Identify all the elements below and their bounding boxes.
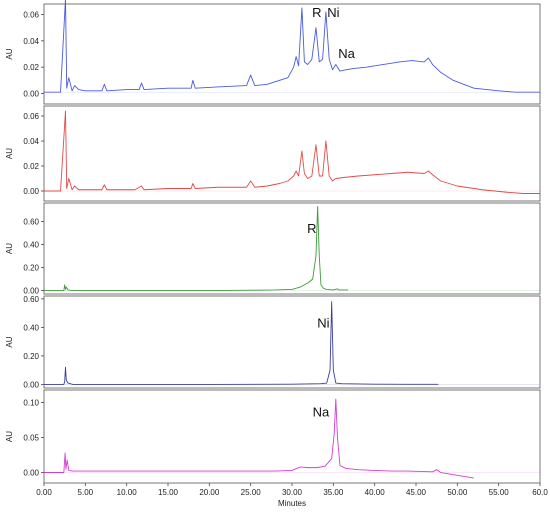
y-tick-label: 0.00	[23, 287, 39, 296]
y-axis-label: AU	[5, 243, 14, 254]
chromatogram-trace	[44, 110, 540, 194]
y-tick-label: 0.00	[23, 187, 39, 196]
y-tick-label: 0.02	[23, 162, 39, 171]
y-tick-label: 0.40	[23, 323, 39, 332]
chromatogram-panel-1: 0.00 0.02 0.04 0.06 AU R Ni Na	[5, 0, 541, 105]
x-tick-label: 30.00	[282, 488, 303, 497]
y-tick-label: 0.04	[23, 137, 39, 146]
y-axis-label: AU	[5, 336, 14, 347]
x-tick-label: 55.00	[489, 488, 510, 497]
x-tick-label: 5.00	[78, 488, 94, 497]
y-tick-label: 0.05	[23, 434, 39, 443]
peak-label: Na	[338, 46, 355, 61]
x-tick-label: 20.00	[199, 488, 220, 497]
chromatogram-trace	[44, 301, 439, 385]
x-tick-label: 45.00	[406, 488, 427, 497]
y-tick-label: 0.00	[23, 89, 39, 98]
chromatogram-trace	[44, 206, 349, 291]
y-tick-label: 0.60	[23, 217, 39, 226]
peak-label: R	[307, 221, 316, 236]
y-tick-label: 0.02	[23, 63, 39, 72]
peak-label: Na	[313, 405, 330, 420]
plot-frame	[43, 3, 541, 105]
chromatogram-panel-2: 0.00 0.02 0.04 0.06 AU	[5, 105, 541, 202]
x-tick-label: 10.00	[117, 488, 138, 497]
y-axis-label: AU	[5, 148, 14, 159]
y-tick-label: 0.00	[23, 469, 39, 478]
plot-frame	[43, 389, 541, 484]
chromatogram-trace	[44, 398, 474, 479]
peak-label: Ni	[327, 5, 339, 20]
x-tick-label: 0.00	[36, 488, 52, 497]
peak-label: Ni	[317, 315, 329, 330]
y-tick-label: 0.40	[23, 240, 39, 249]
y-tick-label: 0.60	[23, 295, 39, 304]
plot-frame	[43, 202, 541, 295]
y-tick-label: 0.20	[23, 264, 39, 273]
x-tick-label: 15.00	[158, 488, 179, 497]
y-tick-label: 0.10	[23, 399, 39, 408]
y-tick-label: 0.06	[23, 112, 39, 121]
chromatogram-panel-5: 0.00 0.05 0.10 AU Na 0.00 5.00 10.00 15.00 20.00 2…	[5, 389, 548, 508]
x-tick-label: 40.00	[365, 488, 386, 497]
chromatogram-trace	[44, 0, 540, 93]
x-tick-label: 35.00	[323, 488, 344, 497]
x-tick-label: 60.0	[532, 488, 548, 497]
chromatogram-panel-3: 0.00 0.20 0.40 0.60 AU R	[5, 202, 541, 296]
x-tick-label: 50.00	[447, 488, 468, 497]
peak-label: R	[312, 5, 321, 20]
y-tick-label: 0.20	[23, 352, 39, 361]
x-axis-label: Minutes	[278, 499, 306, 508]
plot-frame	[43, 105, 541, 202]
x-tick-label: 25.00	[241, 488, 262, 497]
chromatogram-panel-4: 0.00 0.20 0.40 0.60 AU Ni	[5, 295, 541, 389]
y-axis-label: AU	[5, 48, 14, 59]
y-tick-label: 0.00	[23, 380, 39, 389]
y-tick-label: 0.04	[23, 37, 39, 46]
y-axis-label: AU	[5, 431, 14, 442]
plot-frame	[43, 295, 541, 389]
y-tick-label: 0.06	[23, 11, 39, 20]
